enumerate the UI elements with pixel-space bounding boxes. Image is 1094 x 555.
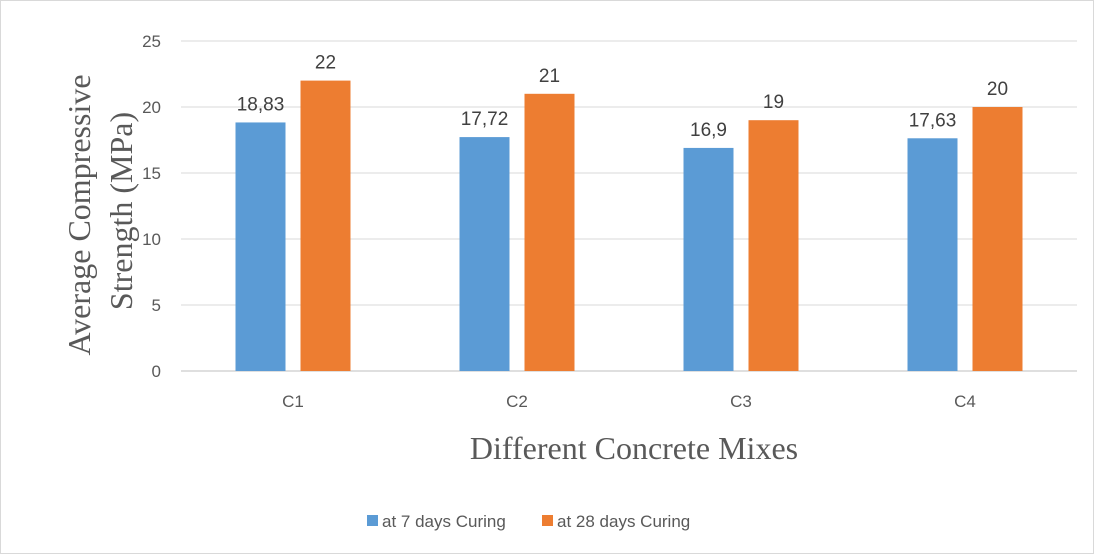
- bar: [235, 122, 286, 371]
- x-tick-label: C2: [506, 392, 528, 411]
- y-axis-ticks: 0 5 10 15 20 25: [142, 32, 161, 381]
- x-tick-label: C1: [282, 392, 304, 411]
- bar: [907, 138, 958, 371]
- data-label: 19: [763, 92, 784, 113]
- y-tick-label: 0: [152, 362, 161, 381]
- y-axis-title: Average Compressive Strength (MPa): [61, 66, 139, 355]
- bar: [524, 93, 575, 372]
- bar: [748, 120, 799, 371]
- y-tick-label: 15: [142, 164, 161, 183]
- legend: at 7 days Curing at 28 days Curing: [367, 512, 690, 531]
- data-labels: 18,83 22 17,72 21 16,9 19 17,63 20: [237, 53, 1008, 141]
- x-axis-ticks: C1 C2 C3 C4: [282, 392, 976, 411]
- legend-label-28-days: at 28 days Curing: [557, 512, 690, 531]
- legend-swatch-28-days: [542, 515, 553, 526]
- y-tick-label: 25: [142, 32, 161, 51]
- y-tick-label: 20: [142, 98, 161, 117]
- bar: [972, 107, 1023, 371]
- bar: [683, 147, 734, 371]
- bar: [300, 80, 351, 371]
- y-tick-label: 5: [152, 296, 161, 315]
- data-label: 22: [315, 53, 336, 74]
- bars: [235, 80, 1023, 372]
- bar: [459, 137, 510, 371]
- data-label: 18,83: [237, 94, 285, 115]
- y-tick-label: 10: [142, 230, 161, 249]
- data-label: 17,72: [461, 109, 509, 130]
- x-tick-label: C4: [954, 392, 976, 411]
- data-label: 17,63: [909, 110, 957, 131]
- legend-label-7-days: at 7 days Curing: [382, 512, 506, 531]
- data-label: 16,9: [690, 120, 727, 141]
- x-tick-label: C3: [730, 392, 752, 411]
- legend-swatch-7-days: [367, 515, 378, 526]
- data-label: 21: [539, 66, 560, 87]
- data-label: 20: [987, 79, 1008, 100]
- x-axis-title: Different Concrete Mixes: [470, 430, 798, 466]
